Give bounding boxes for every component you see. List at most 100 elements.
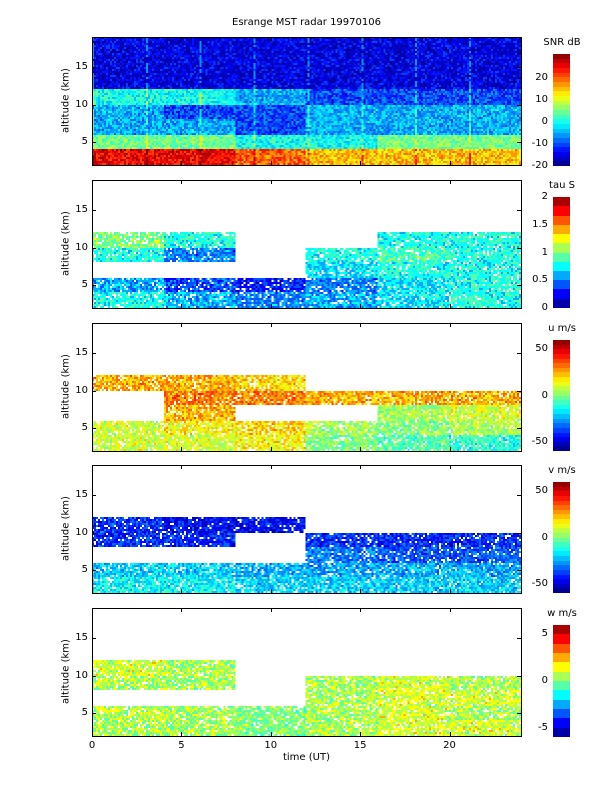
x-tick-mark bbox=[270, 447, 272, 451]
y-axis-label: altitude (km) bbox=[60, 68, 72, 133]
colorbar-tick-label: 1.5 bbox=[532, 218, 548, 230]
x-tick-mark bbox=[449, 589, 451, 593]
x-tick-mark bbox=[181, 304, 183, 308]
x-tick-mark bbox=[181, 323, 183, 327]
y-tick-label: 10 bbox=[75, 526, 88, 538]
x-tick-mark bbox=[449, 323, 451, 327]
y-tick-mark bbox=[517, 390, 521, 392]
x-tick-mark bbox=[92, 180, 93, 184]
x-tick-mark bbox=[360, 304, 362, 308]
y-tick-mark bbox=[92, 713, 96, 715]
y-tick-label: 10 bbox=[75, 384, 88, 396]
x-tick-mark bbox=[92, 323, 93, 327]
y-tick-label: 15 bbox=[75, 347, 88, 359]
x-tick-mark bbox=[92, 589, 93, 593]
x-tick-mark bbox=[181, 161, 183, 165]
x-tick-mark bbox=[181, 465, 183, 469]
chart-title: Esrange MST radar 19970106 bbox=[232, 17, 381, 28]
colorbar-tick-label: -50 bbox=[531, 577, 548, 589]
plot-frame-3 bbox=[92, 323, 522, 452]
x-tick-mark bbox=[92, 304, 93, 308]
heatmap-panel-4 bbox=[92, 465, 521, 593]
colorbar-4 bbox=[553, 482, 570, 593]
colorbar-label-4: v m/s bbox=[548, 465, 576, 476]
colorbar-tick-label: 0 bbox=[541, 531, 548, 543]
x-tick-mark bbox=[92, 447, 93, 451]
y-tick-label: 5 bbox=[81, 564, 88, 576]
x-tick-mark bbox=[92, 465, 93, 469]
y-tick-label: 10 bbox=[75, 669, 88, 681]
y-axis-label: altitude (km) bbox=[60, 354, 72, 419]
x-tick-mark bbox=[449, 608, 451, 612]
x-tick-mark bbox=[449, 161, 451, 165]
plot-frame-1 bbox=[92, 37, 522, 166]
colorbar-tick-label: 0 bbox=[541, 116, 548, 128]
y-tick-mark bbox=[517, 495, 521, 497]
heatmap-panel-3 bbox=[92, 323, 521, 451]
heatmap-panel-2 bbox=[92, 180, 521, 308]
x-tick-mark bbox=[449, 465, 451, 469]
x-tick-mark bbox=[181, 37, 183, 41]
y-tick-label: 15 bbox=[75, 204, 88, 216]
colorbar-tick-label: 0 bbox=[541, 302, 548, 313]
colorbar-1 bbox=[553, 54, 570, 166]
y-tick-mark bbox=[517, 67, 521, 69]
x-tick-mark bbox=[270, 465, 272, 469]
heatmap-panel-5 bbox=[92, 608, 521, 736]
y-tick-label: 10 bbox=[75, 241, 88, 253]
y-tick-mark bbox=[517, 353, 521, 355]
x-tick-mark bbox=[360, 589, 362, 593]
colorbar-tick-label: -20 bbox=[531, 160, 548, 171]
x-tick-mark bbox=[181, 447, 183, 451]
x-tick-mark bbox=[449, 304, 451, 308]
colorbar-label-5: w m/s bbox=[547, 608, 577, 619]
x-tick-mark bbox=[360, 161, 362, 165]
colorbar-tick-label: -5 bbox=[538, 721, 548, 733]
colorbar-3 bbox=[553, 340, 570, 451]
y-tick-mark bbox=[92, 285, 96, 287]
y-tick-mark bbox=[92, 428, 96, 430]
y-tick-label: 5 bbox=[81, 707, 88, 719]
y-tick-mark bbox=[517, 570, 521, 572]
x-tick-mark bbox=[270, 180, 272, 184]
x-tick-mark bbox=[270, 608, 272, 612]
y-tick-mark bbox=[92, 570, 96, 572]
y-tick-label: 15 bbox=[75, 632, 88, 644]
y-tick-mark bbox=[92, 247, 96, 249]
x-tick-mark bbox=[181, 180, 183, 184]
x-tick-mark bbox=[360, 465, 362, 469]
y-tick-mark bbox=[92, 532, 96, 534]
y-axis-label: altitude (km) bbox=[60, 496, 72, 561]
y-tick-mark bbox=[92, 67, 96, 69]
x-tick-label: 10 bbox=[264, 740, 278, 751]
plot-frame-5 bbox=[92, 608, 522, 737]
x-tick-mark bbox=[360, 323, 362, 327]
plot-frame-4 bbox=[92, 465, 522, 594]
colorbar-tick-label: 1 bbox=[541, 246, 548, 258]
y-tick-label: 5 bbox=[81, 279, 88, 291]
colorbar-tick-label: 10 bbox=[535, 94, 548, 106]
y-axis-label: altitude (km) bbox=[60, 211, 72, 276]
y-tick-label: 15 bbox=[75, 489, 88, 501]
y-tick-mark bbox=[517, 675, 521, 677]
colorbar-tick-label: -50 bbox=[531, 435, 548, 447]
colorbar-tick-label: 0 bbox=[541, 389, 548, 401]
colorbar-tick-label: -10 bbox=[531, 138, 548, 150]
x-tick-mark bbox=[449, 37, 451, 41]
x-tick-mark bbox=[181, 732, 183, 736]
colorbar-tick-label: 0 bbox=[541, 675, 548, 686]
colorbar-tick-label: 50 bbox=[535, 343, 548, 355]
y-tick-label: 5 bbox=[81, 136, 88, 148]
colorbar-2 bbox=[553, 197, 570, 308]
x-tick-mark bbox=[360, 608, 362, 612]
x-tick-mark bbox=[181, 608, 183, 612]
x-tick-mark bbox=[270, 304, 272, 308]
x-tick-mark bbox=[360, 180, 362, 184]
y-tick-mark bbox=[517, 247, 521, 249]
y-tick-mark bbox=[92, 353, 96, 355]
heatmap-panel-1 bbox=[92, 37, 521, 165]
x-axis-label: time (UT) bbox=[282, 752, 330, 763]
y-tick-mark bbox=[517, 285, 521, 287]
x-tick-mark bbox=[270, 161, 272, 165]
colorbar-5 bbox=[553, 625, 570, 737]
